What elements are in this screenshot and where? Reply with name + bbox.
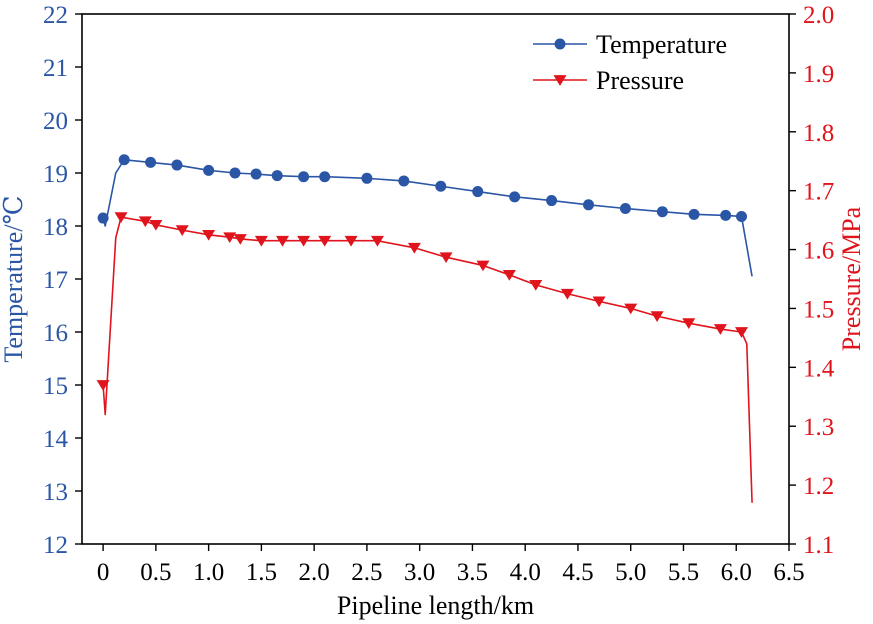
data-point-pressure <box>592 296 606 308</box>
data-point-temperature <box>271 170 283 182</box>
legend-label-temperature: Temperature <box>596 30 727 59</box>
y-right-tick-label: 1.5 <box>803 296 834 323</box>
data-point-pressure <box>318 235 332 247</box>
y-right-tick-label: 1.1 <box>803 532 834 559</box>
ticks-layer: 0 0.5 1.0 1.5 2.0 2.5 3.0 3.5 4.0 4.5 5.0 5.5 6.0 6.5… <box>43 2 835 586</box>
legend-label-pressure: Pressure <box>596 66 684 95</box>
data-point-pressure <box>476 260 490 272</box>
y-axis-right-label: Pressure/MPa <box>837 206 866 351</box>
data-point-temperature <box>688 208 700 220</box>
y-right-tick-label: 1.2 <box>803 473 834 500</box>
data-point-temperature <box>619 203 631 215</box>
y-left-tick-label: 14 <box>43 426 69 453</box>
data-point-pressure <box>370 235 384 247</box>
data-point-temperature <box>319 171 331 183</box>
y-right-tick-label: 1.3 <box>803 414 834 441</box>
y-right-tick-label: 1.6 <box>803 238 834 265</box>
data-point-pressure <box>175 225 189 236</box>
data-point-temperature <box>509 191 521 203</box>
data-point-pressure <box>275 235 289 247</box>
legend-marker-pressure <box>553 75 567 86</box>
data-point-pressure <box>297 235 311 247</box>
series-line-temperature <box>102 158 753 277</box>
y-left-tick-label: 13 <box>43 479 68 506</box>
data-point-temperature <box>171 159 183 171</box>
x-tick-label: 3.0 <box>404 559 435 586</box>
y-left-tick-label: 20 <box>43 108 68 135</box>
x-tick-label: 4.0 <box>510 559 541 586</box>
data-point-pressure <box>114 212 128 224</box>
y-right-tick-label: 2.0 <box>803 2 834 29</box>
data-point-pressure <box>202 229 216 241</box>
data-point-temperature <box>720 209 732 221</box>
data-point-pressure <box>254 235 268 247</box>
y-left-tick-label: 17 <box>43 267 68 294</box>
data-point-pressure <box>682 318 696 330</box>
data-point-temperature <box>203 164 215 176</box>
data-point-temperature <box>583 199 595 211</box>
series-layer <box>96 154 753 503</box>
x-tick-label: 6.0 <box>721 559 752 586</box>
legend-marker-temperature <box>554 38 566 50</box>
x-tick-label: 4.5 <box>562 559 593 586</box>
y-right-tick-label: 1.7 <box>803 179 834 206</box>
data-point-pressure <box>96 380 110 391</box>
x-tick-label: 2.5 <box>351 559 382 586</box>
data-point-temperature <box>97 212 109 224</box>
series-line-pressure <box>102 216 753 503</box>
data-point-temperature <box>250 168 262 180</box>
data-point-temperature <box>145 156 157 168</box>
y-left-tick-label: 12 <box>43 532 68 559</box>
x-tick-label: 5.5 <box>668 559 699 586</box>
data-point-temperature <box>546 195 558 207</box>
y-left-tick-label: 19 <box>43 161 68 188</box>
data-point-pressure <box>233 234 247 245</box>
y-left-tick-label: 16 <box>43 320 68 347</box>
x-axis-label: Pipeline length/km <box>337 591 534 620</box>
data-point-temperature <box>435 180 447 192</box>
data-point-temperature <box>229 167 241 179</box>
x-tick-label: 0 <box>97 559 110 586</box>
data-point-pressure <box>149 219 163 231</box>
y-axis-left-label: Temperature/℃ <box>0 195 28 362</box>
data-point-pressure <box>407 242 421 254</box>
y-left-tick-label: 22 <box>43 2 68 29</box>
x-tick-label: 1.5 <box>246 559 277 586</box>
y-right-tick-label: 1.9 <box>803 61 834 88</box>
data-point-pressure <box>735 327 749 338</box>
data-point-pressure <box>502 270 516 281</box>
data-point-pressure <box>439 252 453 264</box>
x-tick-label: 3.5 <box>457 559 488 586</box>
data-point-temperature <box>118 154 130 166</box>
data-point-pressure <box>650 311 664 322</box>
data-point-temperature <box>398 175 410 187</box>
y-right-tick-label: 1.4 <box>803 355 835 382</box>
y-left-tick-label: 21 <box>43 55 68 82</box>
x-tick-label: 6.5 <box>773 559 804 586</box>
x-tick-label: 0.5 <box>140 559 171 586</box>
data-point-temperature <box>736 210 748 222</box>
legend: Temperature Pressure <box>533 30 727 95</box>
data-point-pressure <box>138 216 152 228</box>
x-tick-label: 2.0 <box>299 559 330 586</box>
data-point-temperature <box>656 206 668 218</box>
y-right-tick-label: 1.8 <box>803 120 834 147</box>
y-left-tick-label: 15 <box>43 373 68 400</box>
y-left-tick-label: 18 <box>43 214 68 241</box>
data-point-pressure <box>529 280 543 291</box>
x-tick-label: 1.0 <box>193 559 224 586</box>
data-point-pressure <box>713 324 727 335</box>
data-point-temperature <box>472 186 484 198</box>
data-point-pressure <box>223 232 237 244</box>
data-point-temperature <box>361 172 373 184</box>
data-point-temperature <box>298 171 310 183</box>
x-tick-label: 5.0 <box>615 559 646 586</box>
data-point-pressure <box>560 288 574 300</box>
data-point-pressure <box>624 303 638 315</box>
data-point-pressure <box>344 235 358 247</box>
